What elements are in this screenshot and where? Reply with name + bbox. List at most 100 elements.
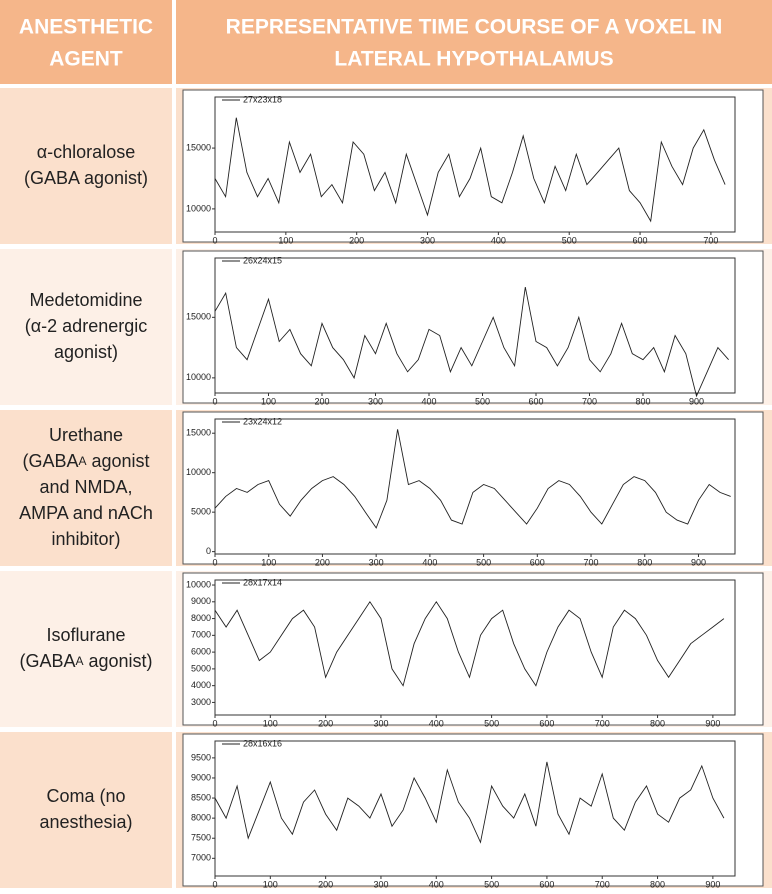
legend-label: 28x17x14 <box>243 577 282 587</box>
plot-frame <box>214 257 736 394</box>
legend-label: 27x23x18 <box>243 94 282 104</box>
legend-label: 23x24x12 <box>243 416 282 426</box>
agent-text: AMPA and nACh <box>19 503 153 523</box>
agent-text: inhibitor) <box>51 529 120 549</box>
agent-text: anesthesia) <box>39 812 132 832</box>
x-tick-label: 100 <box>261 396 276 406</box>
agent-text: agonist) <box>54 342 118 362</box>
x-tick-label: 500 <box>562 235 577 245</box>
chart-box <box>182 250 764 404</box>
agent-text-part: (α-2 adrenergic <box>25 316 147 336</box>
agent-text-part: Urethane <box>49 425 123 445</box>
legend-label: 28x16x16 <box>243 738 282 748</box>
agent-text-part: A <box>75 654 83 668</box>
agent-text-part: (GABA <box>19 651 75 671</box>
agent-text: Urethane <box>49 425 123 445</box>
plot-frame <box>214 418 736 555</box>
agent-text-part: (GABA <box>22 451 78 471</box>
chart-box <box>182 89 764 243</box>
agent-text-part: Medetomidine <box>29 290 142 310</box>
x-tick-label: 300 <box>368 396 383 406</box>
agent-cell <box>0 249 172 405</box>
series-line <box>214 429 731 529</box>
y-tick-label: 10000 <box>186 372 211 382</box>
x-tick-label: 900 <box>705 718 720 728</box>
x-tick-label: 100 <box>278 235 293 245</box>
x-tick-label: 500 <box>476 557 491 567</box>
x-tick-label: 100 <box>263 879 278 889</box>
x-tick-label: 200 <box>318 879 333 889</box>
y-tick-label: 9500 <box>191 752 211 762</box>
x-tick-label: 900 <box>689 396 704 406</box>
x-tick-label: 0 <box>212 879 217 889</box>
header-text: LATERAL HYPOTHALAMUS <box>334 48 613 71</box>
series-line <box>214 287 729 398</box>
y-tick-label: 15000 <box>186 142 211 152</box>
y-tick-label: 8000 <box>191 813 211 823</box>
agent-cell <box>0 571 172 727</box>
x-tick-label: 300 <box>373 718 388 728</box>
y-tick-label: 9000 <box>191 596 211 606</box>
x-tick-label: 400 <box>421 396 436 406</box>
agent-text-part: Isoflurane <box>46 625 125 645</box>
x-tick-label: 800 <box>637 557 652 567</box>
x-tick-label: 0 <box>212 718 217 728</box>
agent-cell <box>0 410 172 566</box>
series-line <box>214 117 726 223</box>
x-tick-label: 100 <box>263 718 278 728</box>
chart-box <box>182 411 764 565</box>
agent-text-part: and NMDA, <box>39 477 132 497</box>
x-tick-label: 900 <box>691 557 706 567</box>
header-text: REPRESENTATIVE TIME COURSE OF A VOXEL IN <box>226 16 723 39</box>
agent-text: Isoflurane <box>46 625 125 645</box>
agent-text-part: anesthesia) <box>39 812 132 832</box>
y-tick-label: 4000 <box>191 680 211 690</box>
agent-text-part: agonist) <box>54 342 118 362</box>
header-text: ANESTHETIC <box>19 16 153 39</box>
agent-cell <box>0 732 172 888</box>
agent-text: α-chloralose <box>37 142 135 162</box>
x-tick-label: 200 <box>315 557 330 567</box>
y-tick-label: 6000 <box>191 646 211 656</box>
x-tick-label: 400 <box>491 235 506 245</box>
x-tick-label: 500 <box>484 879 499 889</box>
x-tick-label: 700 <box>584 557 599 567</box>
x-tick-label: 700 <box>595 718 610 728</box>
y-tick-label: 7000 <box>191 630 211 640</box>
chart-box <box>182 733 764 887</box>
x-tick-label: 300 <box>373 879 388 889</box>
header-text: AGENT <box>49 48 123 71</box>
x-tick-label: 200 <box>349 235 364 245</box>
x-tick-label: 400 <box>429 718 444 728</box>
y-tick-label: 5000 <box>191 663 211 673</box>
y-tick-label: 9000 <box>191 772 211 782</box>
agent-text-part: (GABA agonist) <box>24 168 148 188</box>
x-tick-label: 300 <box>369 557 384 567</box>
x-tick-label: 100 <box>261 557 276 567</box>
series-line <box>214 600 725 687</box>
agent-text: Coma (no <box>46 786 125 806</box>
agent-text: and NMDA, <box>39 477 132 497</box>
x-tick-label: 600 <box>539 879 554 889</box>
y-tick-label: 5000 <box>191 507 211 517</box>
x-tick-label: 0 <box>212 396 217 406</box>
x-tick-label: 600 <box>633 235 648 245</box>
x-tick-label: 800 <box>650 718 665 728</box>
header-cell <box>0 0 172 84</box>
y-tick-label: 10000 <box>186 467 211 477</box>
agent-text: (GABAA agonist) <box>19 651 152 671</box>
agent-cell <box>0 88 172 244</box>
x-tick-label: 500 <box>484 718 499 728</box>
y-tick-label: 15000 <box>186 428 211 438</box>
y-tick-label: 10000 <box>186 203 211 213</box>
x-tick-label: 300 <box>420 235 435 245</box>
x-tick-label: 0 <box>212 235 217 245</box>
x-tick-label: 200 <box>314 396 329 406</box>
agent-text: (GABA agonist) <box>24 168 148 188</box>
plot-frame <box>214 96 736 233</box>
agent-text-part: A <box>78 454 86 468</box>
agent-text: (α-2 adrenergic <box>25 316 147 336</box>
x-tick-label: 600 <box>530 557 545 567</box>
x-tick-label: 600 <box>528 396 543 406</box>
